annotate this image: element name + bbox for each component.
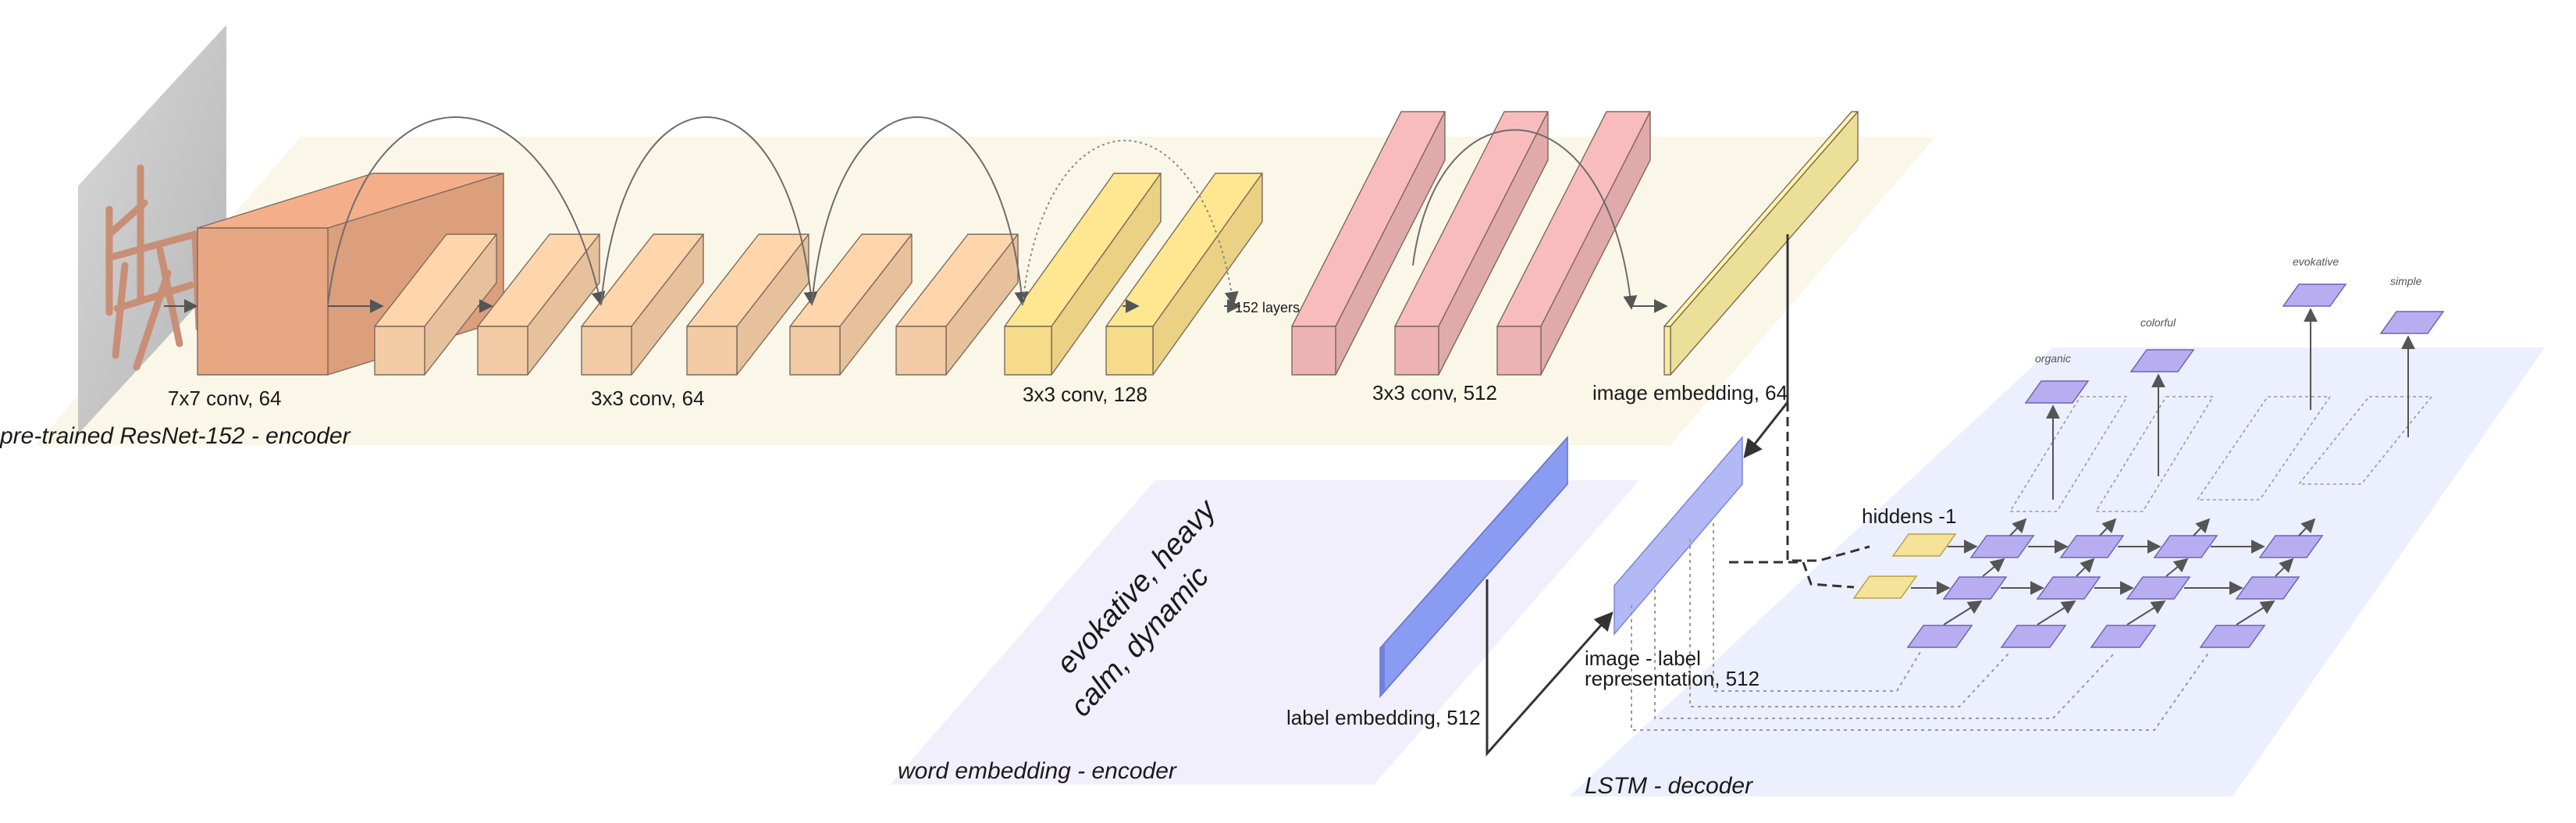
lstm-v-arrow	[2275, 558, 2294, 577]
conv512-block	[1291, 111, 1446, 376]
feedback-lines	[1631, 523, 2210, 731]
representation-vector	[1614, 435, 1743, 636]
conv512-block	[1496, 111, 1651, 376]
skip-arc	[327, 116, 606, 306]
skip-connections	[327, 116, 1638, 310]
lstm-input-cell	[2090, 625, 2157, 648]
image-embedding-label: image embedding, 64	[1592, 381, 1788, 404]
conv128-block	[1004, 173, 1162, 376]
lstm-v-arrow	[2037, 600, 2076, 625]
conv64-block	[686, 233, 809, 376]
lstm-section-label: LSTM - decoder	[1585, 773, 1753, 799]
output-word-cell	[2379, 311, 2445, 334]
output-word-label: simple	[2390, 275, 2422, 287]
conv64-block	[581, 233, 704, 376]
output-frame	[2094, 396, 2215, 512]
layers-note: 152 layers	[1235, 300, 1300, 315]
conv128-block	[1105, 173, 1263, 376]
conv64-block	[374, 233, 497, 376]
output-word-cell	[2282, 283, 2347, 307]
conv512-block	[1394, 111, 1549, 376]
lstm-grid: organic colorful evokative simple	[1852, 255, 2445, 648]
lstm-v-arrow	[2099, 518, 2117, 536]
output-word-cell	[2024, 380, 2090, 404]
lstm-input-cell	[2000, 625, 2067, 648]
conv64-label: 3x3 conv, 64	[591, 387, 705, 410]
hidden-init-cell-2	[1852, 575, 1918, 599]
lstm-input-cell	[1906, 625, 1973, 648]
conv7-label: 7x7 conv, 64	[168, 387, 282, 410]
skip-arc	[811, 116, 1029, 306]
hidden-init-cell-1	[1891, 533, 1957, 557]
encoder-section-label: pre-trained ResNet-152 - encoder	[0, 423, 351, 449]
conv128-label: 3x3 conv, 128	[1023, 383, 1147, 406]
output-word-label: organic	[2035, 352, 2071, 365]
encoder-blocks	[197, 111, 1859, 376]
hiddens-label: hiddens -1	[1862, 504, 1956, 528]
conv512-label: 3x3 conv, 512	[1372, 381, 1497, 404]
lstm-v-arrow	[1982, 558, 2005, 577]
lstm-input-cell	[2199, 625, 2266, 648]
embedding-to-hidden-dashed	[1786, 402, 1870, 562]
lstm-v-arrow	[2009, 518, 2027, 536]
conv64-block	[789, 233, 913, 376]
word-embedding-plane	[890, 480, 1639, 785]
output-frame	[2008, 396, 2129, 512]
lstm-plane	[1569, 347, 2545, 796]
lstm-v-arrow	[2298, 518, 2316, 536]
skip-arc-dotted	[1022, 140, 1239, 306]
output-word-label: colorful	[2140, 316, 2176, 329]
output-word-cell	[2129, 349, 2195, 372]
skip-arc	[1412, 129, 1638, 310]
label-embedding-vector	[1379, 436, 1568, 698]
label-embedding-label: label embedding, 512	[1286, 706, 1481, 729]
image-embedding-vector	[1663, 111, 1859, 376]
lstm-v-arrow	[2165, 558, 2189, 577]
skip-arc	[600, 116, 818, 306]
label-to-rep-arrow	[1485, 579, 1614, 757]
lstm-v-arrow	[2236, 600, 2275, 625]
representation-label-line2: representation, 512	[1585, 667, 1759, 690]
lstm-v-arrow	[2076, 558, 2095, 577]
word-encoder-section-label: word embedding - encoder	[898, 758, 1177, 784]
conv64-block	[895, 233, 1019, 376]
representation-label-line1: image - label	[1585, 647, 1701, 670]
lstm-v-arrow	[2126, 600, 2166, 625]
connectors	[1485, 234, 1870, 757]
output-word-label: evokative	[2293, 255, 2339, 268]
conv64-block	[477, 233, 600, 376]
lstm-v-arrow	[1943, 600, 1983, 625]
rep-to-hidden-dashed	[1729, 561, 1855, 589]
lstm-v-arrow	[2193, 518, 2211, 536]
